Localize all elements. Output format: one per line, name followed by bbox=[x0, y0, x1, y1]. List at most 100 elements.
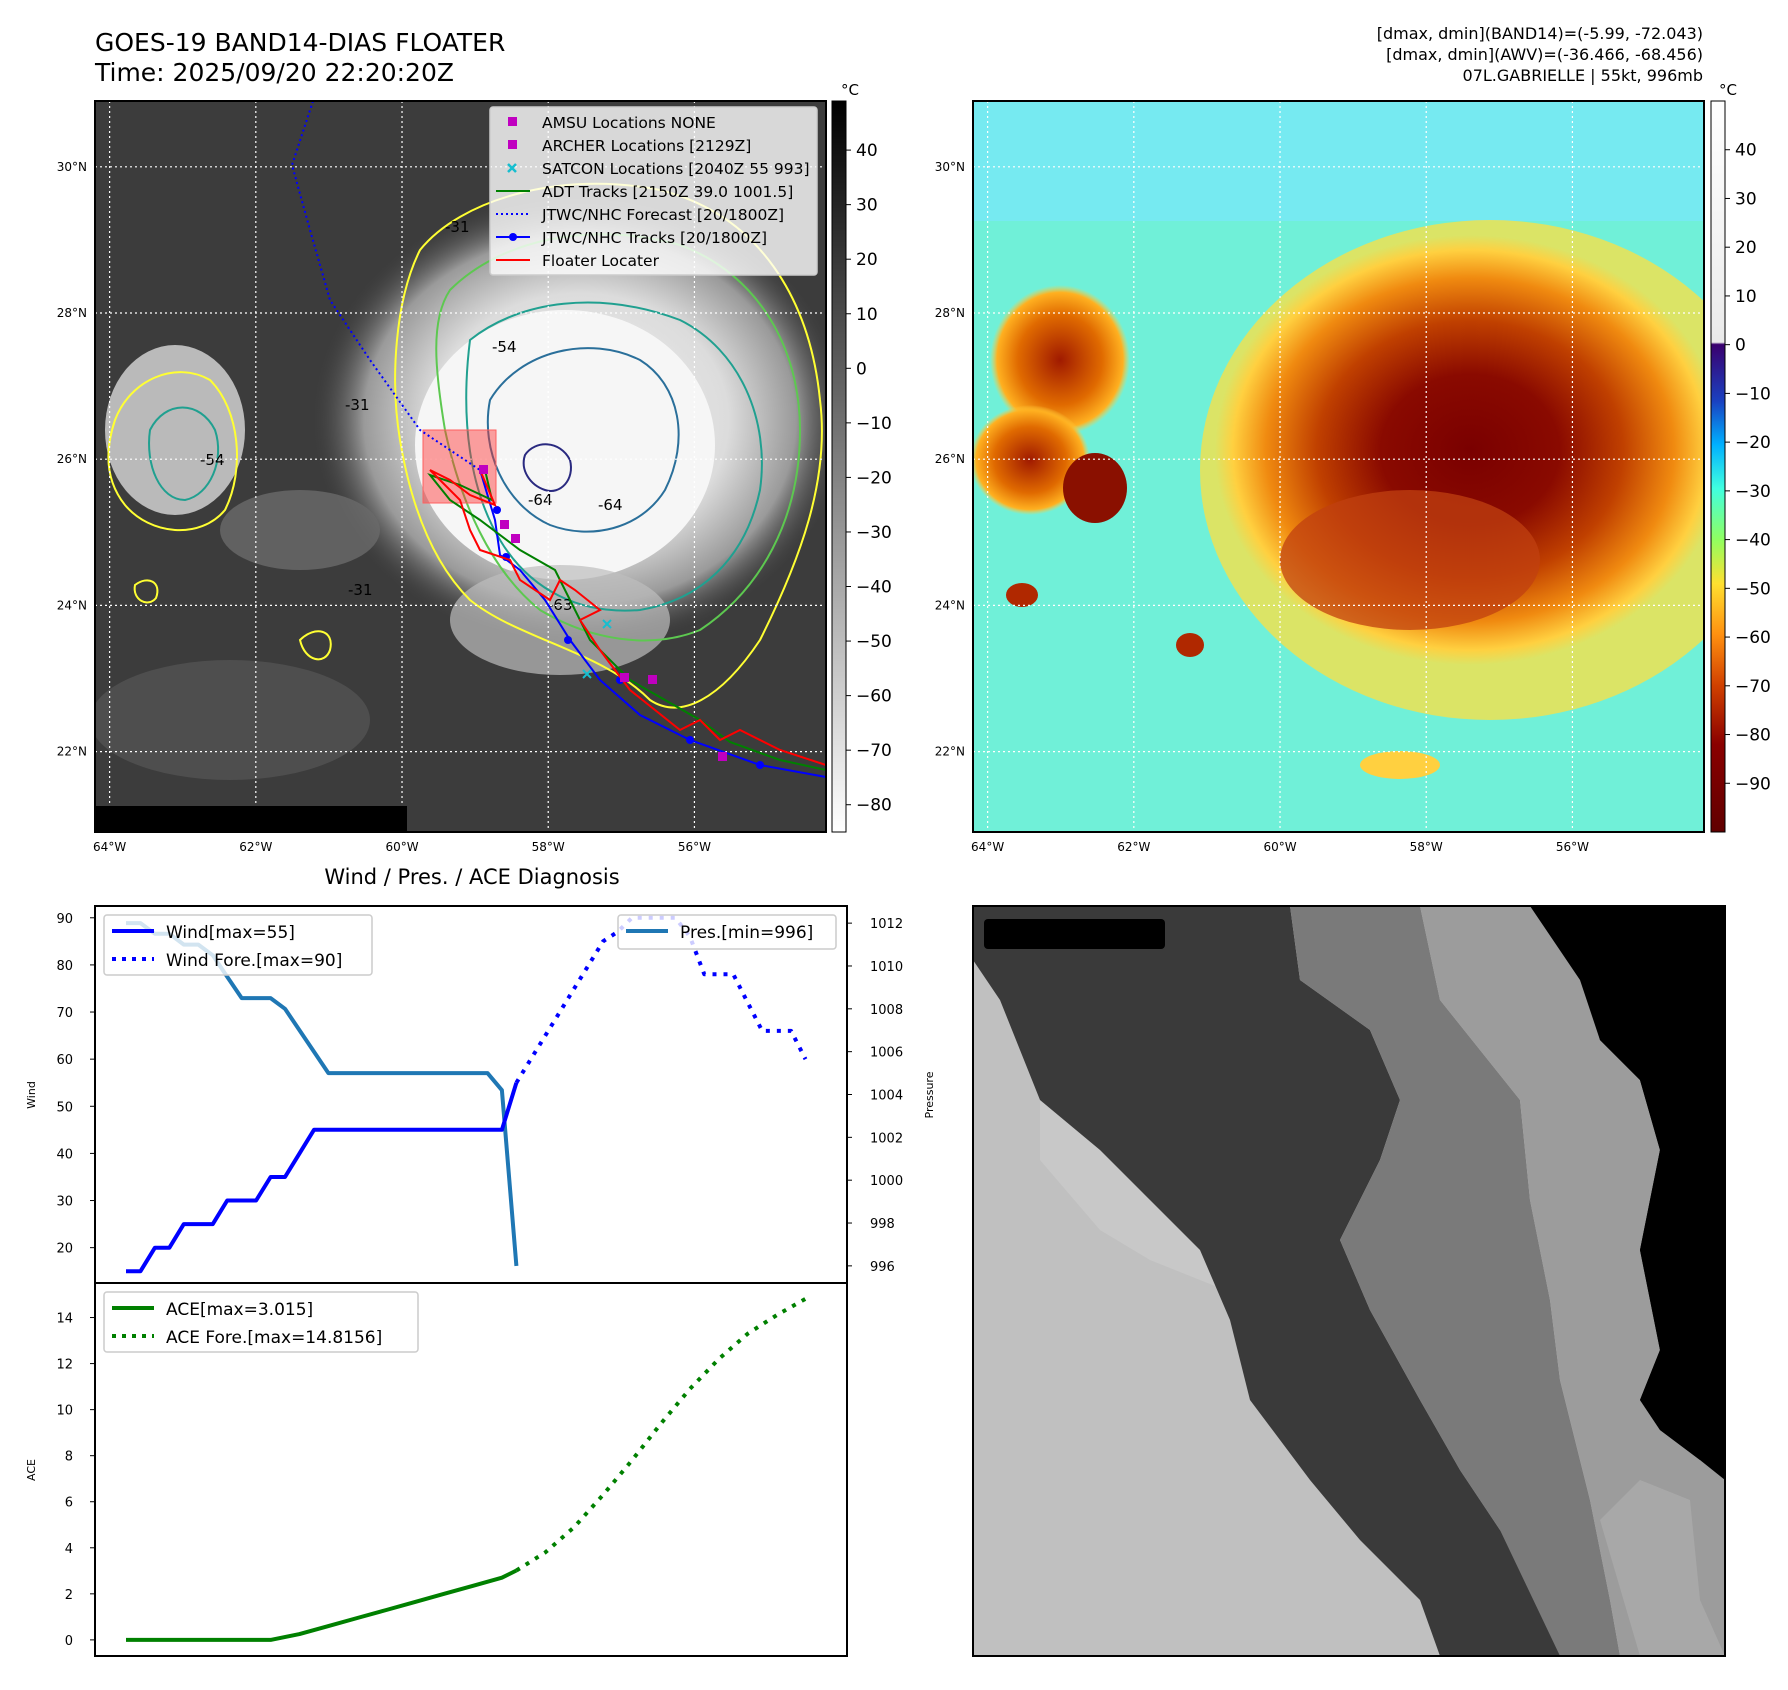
colorbar-tick-label: −80 bbox=[856, 796, 892, 816]
legend-wind-fore-label: Wind Fore.[max=90] bbox=[166, 951, 342, 971]
y-tick-label: 4 bbox=[65, 1542, 73, 1557]
ace-forecast-series-line bbox=[515, 1297, 807, 1573]
lat-label: 30°N bbox=[935, 160, 965, 174]
info-awv: [dmax, dmin](AWV)=(-36.466, -68.456) bbox=[1386, 45, 1703, 64]
lat-label: 24°N bbox=[57, 598, 87, 612]
awv-map-frame bbox=[972, 100, 1705, 833]
awv-colorbar bbox=[1710, 100, 1726, 833]
y-tick-label-right: 1004 bbox=[870, 1089, 903, 1104]
satcon-points bbox=[582, 619, 612, 679]
y-tick-label-right: 1012 bbox=[870, 917, 903, 932]
legend-wind-label: Wind[max=55] bbox=[166, 923, 295, 943]
lat-label: 26°N bbox=[57, 452, 87, 466]
awv-map-axis-labels: 64°W 62°W 60°W 58°W 56°W 30°N 28°N 26°N 24°N 22°N bbox=[935, 160, 1589, 854]
contour-label: -31 bbox=[445, 218, 470, 236]
ir-map-legend: AMSU Locations NONE ARCHER Locations [212… bbox=[489, 106, 818, 276]
y-tick-label: 2 bbox=[65, 1588, 73, 1603]
lon-label: 62°W bbox=[239, 840, 272, 854]
legend-swatch-dot bbox=[509, 233, 517, 241]
contour-label: -31 bbox=[348, 581, 373, 599]
colorbar-tick-label: 10 bbox=[856, 305, 878, 325]
wind-series-line bbox=[126, 1082, 519, 1274]
colorbar-tick-label: −80 bbox=[1735, 726, 1771, 746]
lat-label: 28°N bbox=[935, 306, 965, 320]
colorbar-tick-label: −20 bbox=[856, 468, 892, 488]
legend-ace-fore-label: ACE Fore.[max=14.8156] bbox=[166, 1328, 382, 1348]
wmg-panel: WMG Count: 0 bbox=[972, 905, 1726, 1657]
lon-label: 56°W bbox=[678, 840, 711, 854]
ace-series-line bbox=[126, 1568, 518, 1642]
y-tick-label: 70 bbox=[56, 1006, 73, 1021]
cloud-band-sw bbox=[220, 490, 380, 570]
lon-label: 62°W bbox=[1117, 840, 1150, 854]
legend-label: AMSU Locations NONE bbox=[542, 114, 716, 132]
ir-map-frame bbox=[94, 100, 827, 833]
adt-track bbox=[427, 469, 826, 771]
info-band14: [dmax, dmin](BAND14)=(-5.99, -72.043) bbox=[1377, 24, 1703, 43]
legend-label: Floater Locater bbox=[542, 252, 660, 270]
archer-points bbox=[479, 465, 727, 761]
awv-small-cell bbox=[1006, 583, 1038, 607]
legend-ace-label: ACE[max=3.015] bbox=[166, 1300, 313, 1320]
y-tick-label: 10 bbox=[56, 1404, 73, 1419]
pressure-legend: Pres.[min=996] bbox=[617, 914, 837, 950]
diagnosis-title: Wind / Pres. / ACE Diagnosis bbox=[324, 865, 619, 889]
contour-blue-main bbox=[486, 347, 680, 533]
colorbar-tick-label: −60 bbox=[856, 687, 892, 707]
ir-colorbar bbox=[831, 100, 847, 833]
jtwc-forecast-track bbox=[290, 101, 481, 471]
central-dense-overcast bbox=[415, 310, 715, 580]
contour-label: -31 bbox=[345, 396, 370, 414]
legend-label: SATCON Locations [2040Z 55 993] bbox=[542, 160, 810, 178]
colorbar-tick-label: −10 bbox=[856, 414, 892, 434]
contour-yellow-small2 bbox=[133, 579, 159, 604]
y-tick-label-right: 1010 bbox=[870, 960, 903, 975]
lon-label: 60°W bbox=[1263, 840, 1296, 854]
colorbar-tick-label: 0 bbox=[1735, 336, 1746, 356]
legend-pres-label: Pres.[min=996] bbox=[680, 923, 813, 943]
legend-label: ADT Tracks [2150Z 39.0 1001.5] bbox=[542, 183, 793, 201]
y-tick-label: 12 bbox=[56, 1358, 73, 1373]
y-tick-label: 8 bbox=[65, 1450, 73, 1465]
colorbar-tick-label: −50 bbox=[1735, 579, 1771, 599]
y-tick-label-right: 1002 bbox=[870, 1131, 903, 1146]
legend-label: JTWC/NHC Forecast [20/1800Z] bbox=[541, 206, 784, 224]
colorbar-tick-label: 10 bbox=[1735, 287, 1757, 307]
legend-swatch bbox=[507, 163, 517, 173]
awv-west-cell bbox=[1063, 453, 1127, 523]
ir-map-panel: -54 -31 -64 -31 -63 -54 -64 -31 bbox=[57, 81, 892, 854]
colorbar-tick-label: 40 bbox=[1735, 141, 1757, 161]
colorbar-tick-label: 20 bbox=[856, 250, 878, 270]
copyright-text: Copyright © 2020-2025 Dapiya bbox=[100, 810, 379, 829]
colorbar-tick-label: −70 bbox=[856, 741, 892, 761]
y-tick-label: 90 bbox=[56, 912, 73, 927]
colorbar-tick-label: −70 bbox=[1735, 677, 1771, 697]
wmg-black-east bbox=[1590, 1000, 1725, 1460]
colorbar-tick-label: −20 bbox=[1735, 433, 1771, 453]
colorbar-tick-label: 20 bbox=[1735, 238, 1757, 258]
awv-map-panel: 64°W 62°W 60°W 58°W 56°W 30°N 28°N 26°N 24°N 22°N… bbox=[935, 81, 1771, 854]
contour-label: -54 bbox=[200, 451, 225, 469]
cloud-patch-sw bbox=[95, 660, 370, 780]
awv-gridlines bbox=[973, 101, 1704, 832]
cloud-cluster-west bbox=[105, 345, 245, 515]
ace-legend: ACE[max=3.015] ACE Fore.[max=14.8156] bbox=[103, 1291, 419, 1353]
y-tick-label-right: 1000 bbox=[870, 1174, 903, 1189]
y-tick-label: 30 bbox=[56, 1195, 73, 1210]
wmg-count-label: WMG Count: 0 bbox=[992, 924, 1145, 946]
contour-label-group: -54 -31 -64 -31 -63 -54 -64 -31 bbox=[200, 218, 623, 614]
colorbar-tick-label: −40 bbox=[856, 578, 892, 598]
y-tick-label-right: 998 bbox=[870, 1217, 895, 1232]
lon-label: 58°W bbox=[532, 840, 565, 854]
lat-label: 28°N bbox=[57, 306, 87, 320]
y-tick-label-right: 1006 bbox=[870, 1046, 903, 1061]
y-tick-label: 20 bbox=[56, 1242, 73, 1257]
wmg-dark-region bbox=[973, 906, 1560, 1656]
contour-label: -54 bbox=[492, 338, 517, 356]
ace-ylabel: ACE bbox=[25, 1459, 38, 1481]
lon-label: 60°W bbox=[385, 840, 418, 854]
contour-label: -64 bbox=[598, 496, 623, 514]
y-tick-label: 60 bbox=[56, 1053, 73, 1068]
colorbar-tick-label: 0 bbox=[856, 359, 867, 379]
